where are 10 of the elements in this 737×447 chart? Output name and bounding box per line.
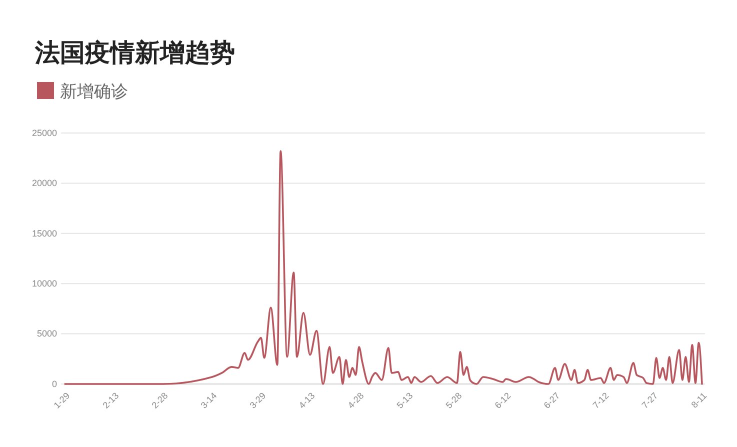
y-tick-label: 15000: [32, 228, 57, 238]
y-tick-label: 10000: [32, 278, 57, 288]
x-tick-label: 8-11: [689, 390, 709, 410]
y-tick-label: 5000: [36, 328, 57, 339]
chart-title: 法国疫情新增趋势: [34, 39, 235, 67]
y-tick-label: 20000: [32, 178, 57, 188]
line-series: [64, 150, 703, 385]
y-tick-label: 0: [52, 378, 57, 389]
legend-label: 新增确诊: [60, 82, 128, 101]
y-tick-label: 25000: [32, 128, 57, 138]
